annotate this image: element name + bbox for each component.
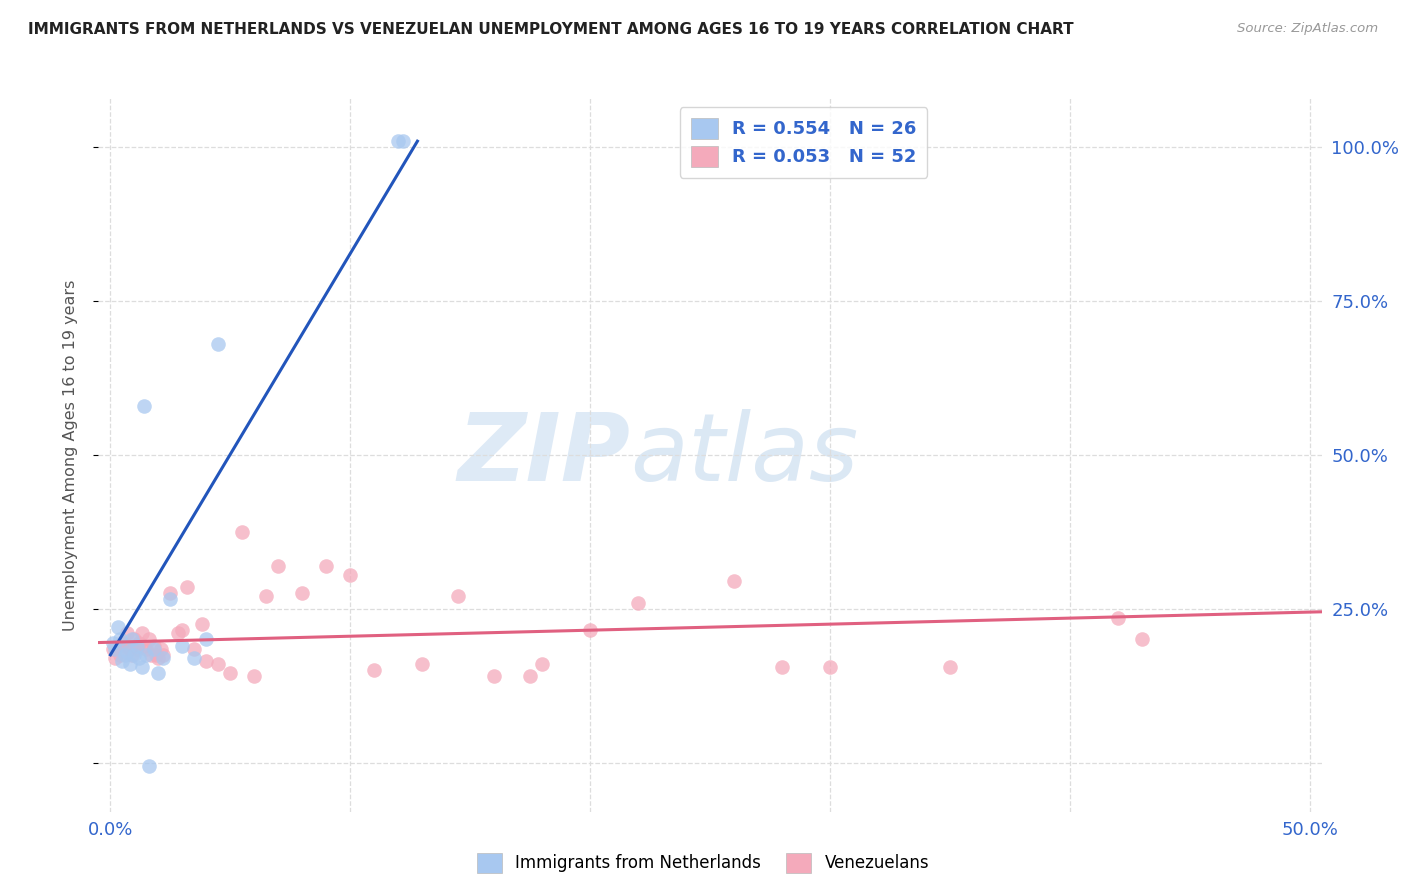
Point — [207, 337, 229, 351]
Point — [125, 641, 148, 656]
Point — [176, 580, 198, 594]
Point — [818, 660, 841, 674]
Point — [114, 648, 136, 662]
Point — [115, 645, 138, 659]
Point — [108, 632, 131, 647]
Point — [104, 641, 127, 656]
Point — [124, 632, 146, 647]
Point — [152, 648, 174, 662]
Point — [447, 590, 470, 604]
Point — [315, 558, 337, 573]
Point — [254, 590, 277, 604]
Point — [142, 639, 165, 653]
Point — [207, 657, 229, 671]
Text: IMMIGRANTS FROM NETHERLANDS VS VENEZUELAN UNEMPLOYMENT AMONG AGES 16 TO 19 YEARS: IMMIGRANTS FROM NETHERLANDS VS VENEZUELA… — [28, 22, 1074, 37]
Point — [1107, 611, 1129, 625]
Legend: Immigrants from Netherlands, Venezuelans: Immigrants from Netherlands, Venezuelans — [470, 847, 936, 880]
Point — [291, 586, 314, 600]
Point — [115, 626, 138, 640]
Point — [108, 648, 131, 662]
Point — [172, 624, 194, 638]
Point — [124, 648, 146, 662]
Point — [121, 648, 143, 662]
Point — [138, 632, 160, 647]
Point — [411, 657, 433, 671]
Legend: R = 0.554   N = 26, R = 0.053   N = 52: R = 0.554 N = 26, R = 0.053 N = 52 — [679, 107, 928, 178]
Point — [219, 666, 242, 681]
Point — [231, 524, 253, 539]
Point — [118, 641, 141, 656]
Point — [131, 626, 153, 640]
Point — [128, 651, 150, 665]
Point — [195, 632, 218, 647]
Point — [531, 657, 554, 671]
Point — [111, 654, 134, 668]
Point — [482, 669, 505, 683]
Point — [152, 651, 174, 665]
Point — [101, 635, 124, 649]
Point — [148, 651, 170, 665]
Point — [159, 592, 181, 607]
Point — [195, 654, 218, 668]
Point — [149, 641, 172, 656]
Text: Source: ZipAtlas.com: Source: ZipAtlas.com — [1237, 22, 1378, 36]
Point — [107, 620, 129, 634]
Point — [1130, 632, 1153, 647]
Point — [148, 666, 170, 681]
Point — [118, 657, 141, 671]
Point — [104, 651, 127, 665]
Point — [627, 596, 650, 610]
Point — [939, 660, 962, 674]
Point — [125, 639, 148, 653]
Point — [519, 669, 541, 683]
Point — [101, 641, 124, 656]
Point — [392, 134, 415, 148]
Point — [131, 660, 153, 674]
Point — [135, 648, 157, 662]
Point — [135, 641, 157, 656]
Point — [114, 639, 136, 653]
Point — [111, 635, 134, 649]
Point — [183, 651, 205, 665]
Point — [387, 134, 409, 148]
Point — [166, 626, 188, 640]
Point — [579, 624, 602, 638]
Point — [363, 663, 385, 677]
Point — [172, 639, 194, 653]
Point — [142, 641, 165, 656]
Point — [723, 574, 745, 588]
Point — [159, 586, 181, 600]
Point — [132, 639, 155, 653]
Text: atlas: atlas — [630, 409, 859, 500]
Point — [121, 632, 143, 647]
Y-axis label: Unemployment Among Ages 16 to 19 years: Unemployment Among Ages 16 to 19 years — [63, 279, 77, 631]
Point — [190, 617, 212, 632]
Point — [770, 660, 793, 674]
Point — [107, 639, 129, 653]
Point — [138, 758, 160, 772]
Point — [145, 648, 167, 662]
Point — [128, 635, 150, 649]
Point — [183, 641, 205, 656]
Point — [339, 567, 361, 582]
Point — [267, 558, 290, 573]
Point — [243, 669, 266, 683]
Text: ZIP: ZIP — [457, 409, 630, 501]
Point — [141, 648, 163, 662]
Point — [132, 399, 155, 413]
